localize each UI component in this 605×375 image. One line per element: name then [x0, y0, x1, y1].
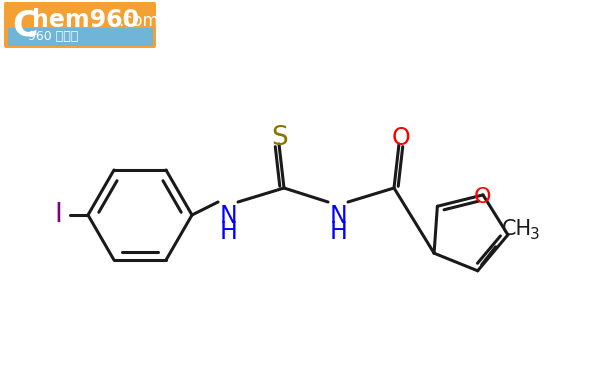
Text: O: O	[474, 187, 492, 207]
Text: H: H	[220, 220, 238, 244]
FancyBboxPatch shape	[4, 2, 156, 48]
Text: S: S	[272, 125, 289, 151]
Text: O: O	[391, 126, 410, 150]
Text: CH: CH	[502, 219, 532, 239]
Text: 3: 3	[529, 227, 540, 242]
Text: C: C	[12, 8, 38, 42]
Text: N: N	[220, 204, 238, 228]
Bar	[8, 28, 153, 46]
Text: 960 化工网: 960 化工网	[28, 30, 78, 43]
Text: N: N	[330, 204, 348, 228]
Text: hem960: hem960	[32, 8, 139, 32]
Text: H: H	[330, 220, 348, 244]
Text: I: I	[54, 202, 62, 228]
Text: .com: .com	[118, 12, 159, 30]
